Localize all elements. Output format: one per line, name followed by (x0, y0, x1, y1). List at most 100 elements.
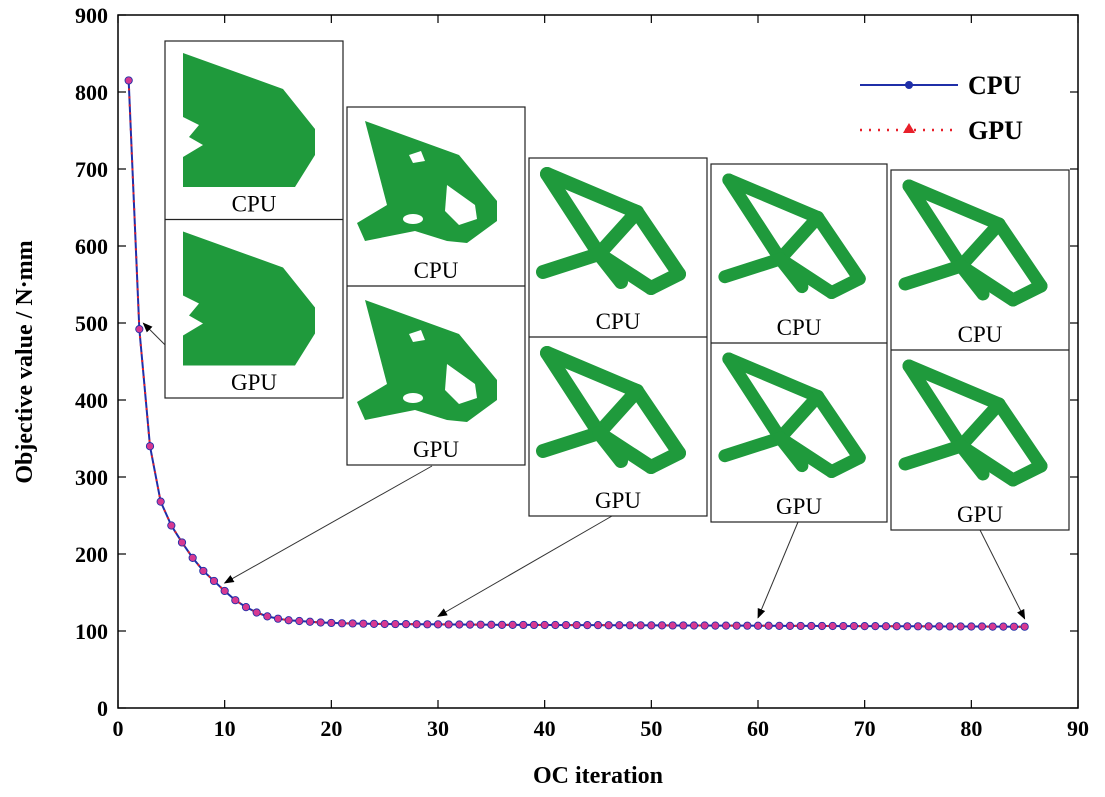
gpu-point (242, 603, 250, 611)
annotation-arrow (437, 515, 613, 617)
topology-member (811, 390, 866, 465)
gpu-point (157, 498, 164, 505)
gpu-point (466, 621, 474, 628)
gpu-point (413, 621, 420, 628)
gpu-point (392, 620, 399, 628)
topology-member (722, 352, 825, 403)
gpu-point (328, 619, 335, 627)
gpu-point (680, 622, 687, 629)
x-axis-label: OC iteration (533, 763, 663, 789)
inset-gpu-label: GPU (413, 437, 459, 462)
inset-gpu-label: GPU (957, 502, 1003, 527)
legend: CPU GPU (860, 71, 1023, 145)
annotation-arrow (223, 465, 433, 584)
gpu-point (594, 621, 602, 629)
gpu-point (136, 325, 143, 333)
gpu-point (605, 622, 612, 629)
legend-gpu-marker (903, 123, 915, 133)
gpu-point (850, 622, 858, 630)
topology-member (592, 384, 644, 440)
gpu-point (264, 613, 271, 620)
gpu-point (968, 623, 975, 630)
topology-member (722, 173, 787, 266)
gpu-point (477, 621, 484, 628)
gpu-point (541, 621, 548, 629)
gpu-point (840, 622, 847, 630)
gpu-point (1000, 623, 1007, 630)
gpu-point (797, 622, 804, 630)
gpu-point (733, 622, 740, 629)
topology-member (898, 439, 968, 471)
gpu-point (189, 554, 196, 562)
topology-member (902, 359, 1006, 411)
gpu-point (178, 539, 186, 546)
gpu-point (306, 618, 314, 625)
gpu-point (552, 621, 559, 629)
gpu-point (616, 622, 623, 629)
gpu-point (434, 621, 442, 628)
topology-member (954, 259, 990, 301)
gpu-point (914, 623, 922, 630)
gpu-point (232, 597, 239, 604)
y-tick-label: 0 (97, 696, 108, 721)
y-tick-label: 600 (75, 234, 108, 259)
topology-member (954, 397, 1006, 453)
gpu-point (445, 621, 452, 628)
y-tick-label: 100 (75, 619, 108, 644)
topology-member (536, 426, 606, 458)
gpu-point (349, 620, 356, 627)
topology-member (992, 217, 1048, 293)
gpu-point (776, 622, 783, 630)
gpu-point (946, 623, 954, 630)
gpu-point (573, 621, 580, 629)
topology-member (722, 173, 825, 224)
gpu-point (253, 609, 260, 616)
gpu-point (168, 522, 175, 529)
series-layer (124, 76, 1029, 631)
gpu-point (712, 622, 719, 629)
topology-member (592, 247, 628, 289)
topology-member (902, 179, 968, 273)
y-tick-label: 700 (75, 157, 108, 182)
topology-shape (183, 53, 315, 187)
x-tick-label: 10 (214, 716, 236, 741)
topology-insets: CPU GPU CPU GPU CPU GPU CPU GPU CPU GPU (164, 40, 1070, 531)
topology-member (540, 346, 644, 398)
gpu-point (893, 623, 900, 630)
topology-hole (409, 330, 425, 342)
topology-inset: CPU GPU (528, 157, 708, 517)
gpu-point (488, 621, 495, 628)
legend-cpu-label: CPU (968, 71, 1022, 100)
gpu-point (925, 623, 932, 630)
topology-hole (403, 214, 423, 224)
y-tick-label: 900 (75, 3, 108, 28)
topology-member (540, 346, 606, 440)
gpu-point (370, 620, 378, 628)
gpu-point (274, 615, 282, 622)
topology-member (898, 259, 968, 291)
gpu-point (765, 622, 772, 629)
topology-inset: CPU GPU (346, 106, 526, 466)
topology-member (992, 397, 1048, 473)
topology-member (773, 390, 825, 445)
topology-hole (445, 364, 477, 404)
gpu-point (936, 623, 943, 630)
topology-member (630, 205, 686, 281)
gpu-point (562, 621, 570, 629)
x-tick-label: 0 (113, 716, 124, 741)
topology-member (773, 211, 825, 266)
x-tick-label: 80 (960, 716, 982, 741)
y-tick-label: 800 (75, 80, 108, 105)
x-tick-label: 60 (747, 716, 769, 741)
inset-gpu-label: GPU (595, 488, 641, 513)
y-tick-label: 300 (75, 465, 108, 490)
topology-inset: CPU GPU (164, 40, 344, 399)
topology-inset: CPU GPU (710, 163, 888, 523)
gpu-point (424, 621, 431, 628)
gpu-point (690, 622, 698, 629)
topology-hole (409, 151, 425, 163)
y-tick-label: 500 (75, 311, 108, 336)
topology-member (773, 252, 809, 294)
gpu-point (978, 623, 986, 630)
